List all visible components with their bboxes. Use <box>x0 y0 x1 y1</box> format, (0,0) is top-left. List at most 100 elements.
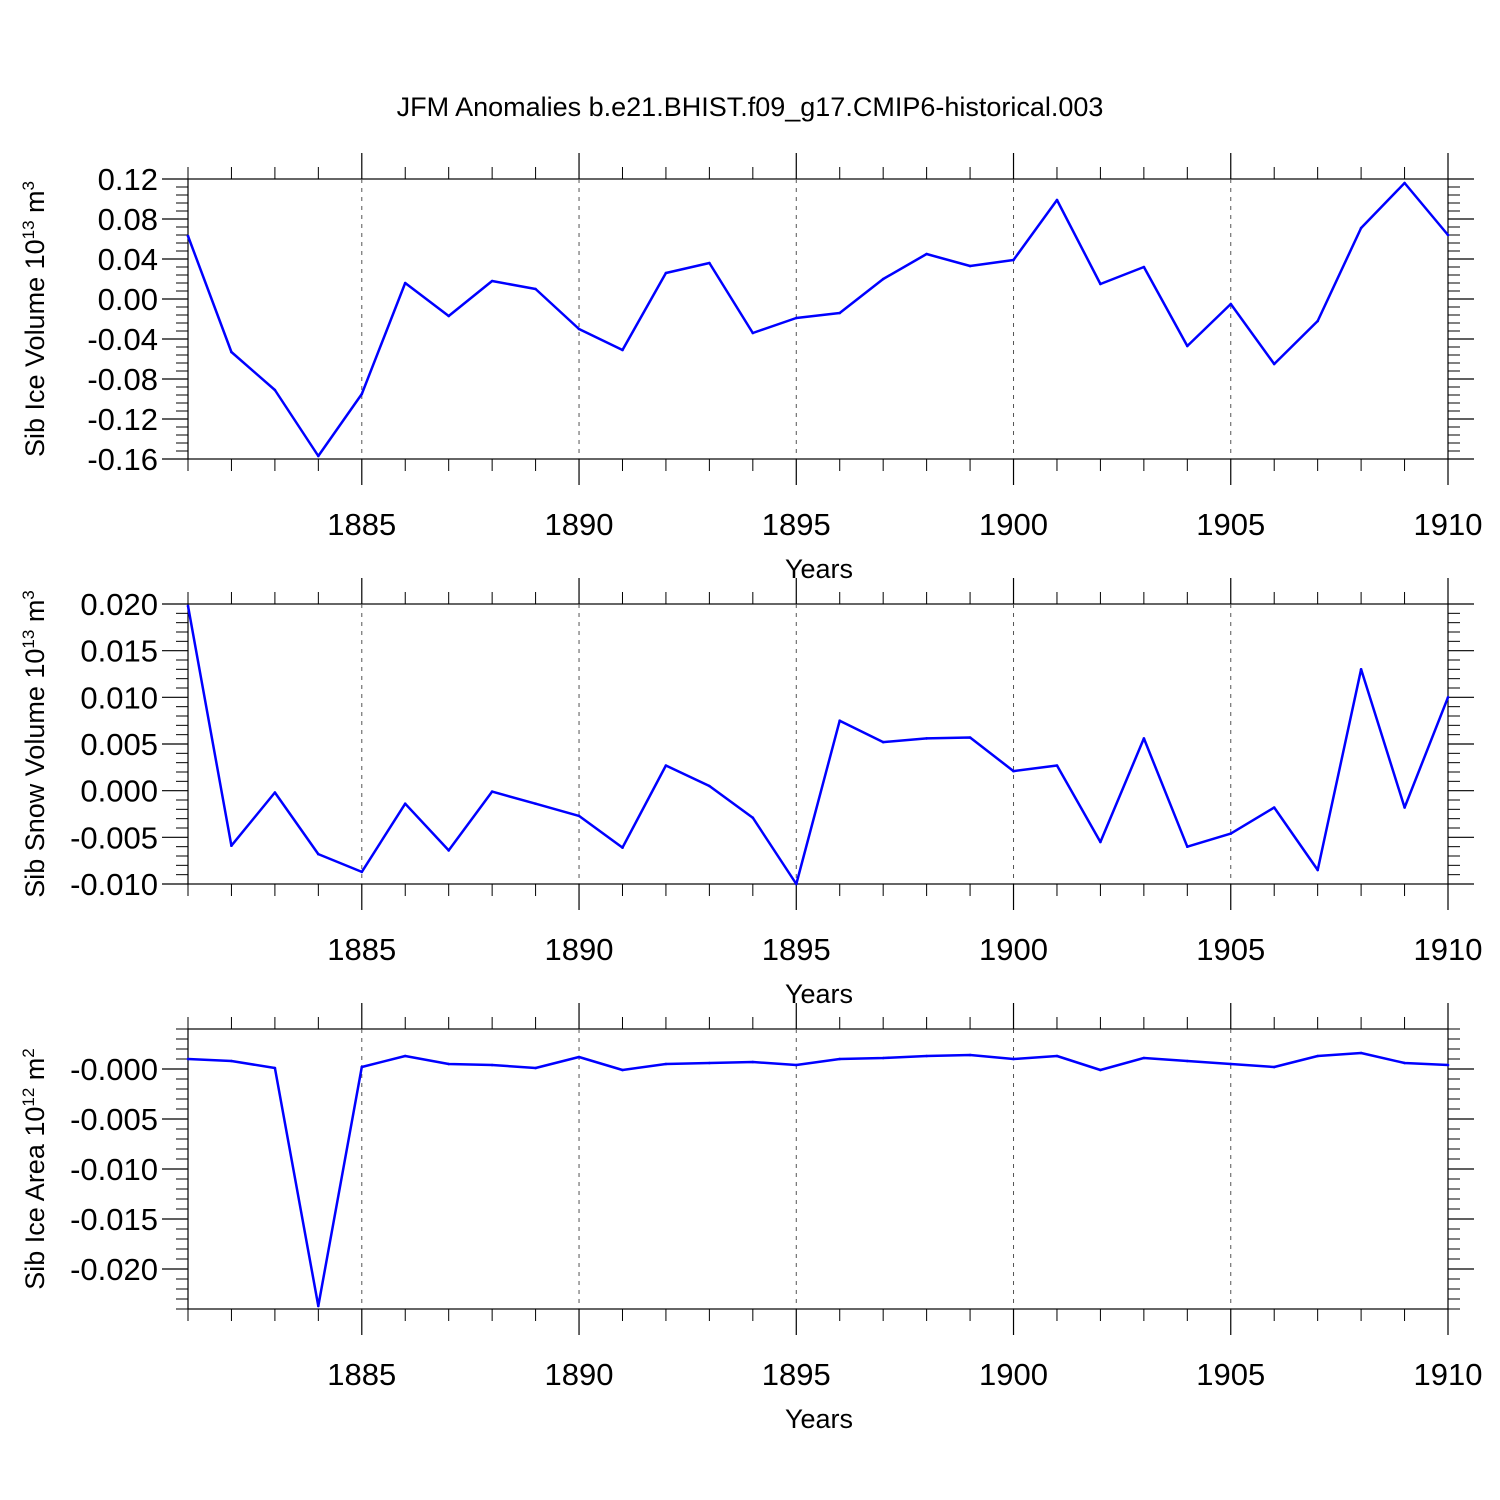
y-tick-label: -0.020 <box>70 1252 158 1287</box>
data-point <box>490 1063 494 1067</box>
x-tick-label: 1905 <box>1196 1357 1265 1392</box>
y-tick-label: -0.015 <box>70 1202 158 1237</box>
x-tick-label: 1900 <box>979 932 1048 967</box>
data-point <box>534 287 537 291</box>
x-tick-label: 1910 <box>1414 1357 1483 1392</box>
data-point <box>795 882 798 886</box>
data-point <box>534 802 537 805</box>
chart-panel-2: 1885 1890 1895 1900 1905 1910 0.020 0.015 0.010 0… <box>19 578 1482 1009</box>
data-point <box>1099 282 1102 286</box>
x-tick-label: 1890 <box>545 1357 614 1392</box>
data-point <box>1142 1056 1146 1060</box>
data-point <box>838 719 841 722</box>
data-point <box>1055 198 1059 202</box>
data-series-line <box>186 605 1450 886</box>
x-tick-label: 1885 <box>327 507 396 542</box>
y-tick-label: 0.020 <box>80 587 158 622</box>
x-axis-label: Years <box>785 1404 853 1434</box>
y-tick-label: -0.08 <box>87 362 158 397</box>
data-point <box>1359 1051 1363 1055</box>
data-point <box>1403 181 1406 185</box>
data-point <box>1403 1061 1406 1065</box>
data-point <box>1316 868 1319 872</box>
data-point <box>925 252 928 256</box>
data-point <box>1012 769 1015 773</box>
y-tick-label: 0.010 <box>80 680 158 715</box>
data-point <box>968 264 972 268</box>
y-tick-label: 0.08 <box>98 202 158 237</box>
plot-frame <box>187 1028 1449 1310</box>
chart-title: JFM Anomalies b.e21.BHIST.f09_g17.CMIP6-… <box>397 92 1104 122</box>
data-point <box>1142 737 1146 740</box>
x-tick-label: 1900 <box>979 507 1048 542</box>
data-point <box>621 348 624 352</box>
data-point <box>273 791 277 794</box>
x-tick-label: 1895 <box>762 507 831 542</box>
data-point <box>317 852 320 856</box>
x-tick-label: 1890 <box>545 932 614 967</box>
data-point <box>881 1056 885 1060</box>
data-point <box>925 1054 928 1058</box>
data-point <box>230 1059 233 1063</box>
data-point <box>881 740 885 744</box>
data-point <box>751 1060 755 1064</box>
y-tick-label: 0.000 <box>80 774 158 809</box>
data-point <box>1055 1054 1059 1058</box>
data-point <box>403 802 407 805</box>
data-point <box>1403 806 1406 809</box>
data-point <box>360 392 364 396</box>
y-tick-label: 0.12 <box>98 162 158 197</box>
data-point <box>447 314 451 318</box>
data-point <box>1272 1065 1276 1069</box>
x-tick-label: 1885 <box>327 1357 396 1392</box>
data-point <box>1186 845 1189 848</box>
x-tick-label: 1890 <box>545 507 614 542</box>
y-tick-label: -0.000 <box>70 1052 158 1087</box>
data-point <box>273 1066 277 1070</box>
x-tick-label: 1895 <box>762 1357 831 1392</box>
data-point <box>447 849 451 852</box>
data-point <box>186 604 190 608</box>
data-point <box>664 1062 668 1066</box>
y-tick-label: -0.005 <box>70 820 158 855</box>
data-point <box>708 261 711 265</box>
data-point <box>1446 696 1450 699</box>
y-tick-label: -0.04 <box>87 322 158 357</box>
data-point <box>577 814 581 818</box>
x-tick-label: 1905 <box>1196 932 1265 967</box>
data-point <box>490 279 494 283</box>
data-point <box>1012 258 1015 262</box>
data-point <box>317 454 320 458</box>
data-point <box>795 316 798 320</box>
data-series-line <box>186 181 1449 458</box>
data-point <box>317 1304 320 1308</box>
data-point <box>1359 226 1363 230</box>
x-tick-label: 1900 <box>979 1357 1048 1392</box>
data-point <box>1316 319 1319 323</box>
data-point <box>881 277 885 281</box>
data-point <box>447 1062 451 1066</box>
y-axis-label: Sib Ice Volume 1013 m3 <box>19 181 50 457</box>
data-point <box>1099 840 1102 844</box>
data-point <box>403 281 407 285</box>
y-tick-label: -0.12 <box>87 402 158 437</box>
data-point <box>751 331 755 335</box>
x-tick-label: 1910 <box>1414 932 1483 967</box>
data-point <box>1359 668 1363 671</box>
chart-panel-3: 1885 1890 1895 1900 1905 1910 -0.000 -0.005 -0.0… <box>19 1003 1482 1434</box>
data-point <box>838 311 841 315</box>
plot-frame <box>187 178 1449 460</box>
data-point <box>1186 1059 1189 1063</box>
data-point <box>664 271 668 275</box>
data-point <box>751 816 755 819</box>
y-tick-label: -0.16 <box>87 442 158 477</box>
y-tick-label: -0.010 <box>70 1152 158 1187</box>
y-tick-label: 0.005 <box>80 727 158 762</box>
data-point <box>621 846 624 849</box>
data-point <box>490 790 494 793</box>
data-point <box>577 1055 581 1059</box>
x-tick-label: 1885 <box>327 932 396 967</box>
data-point <box>360 870 364 874</box>
y-tick-label: 0.00 <box>98 282 158 317</box>
